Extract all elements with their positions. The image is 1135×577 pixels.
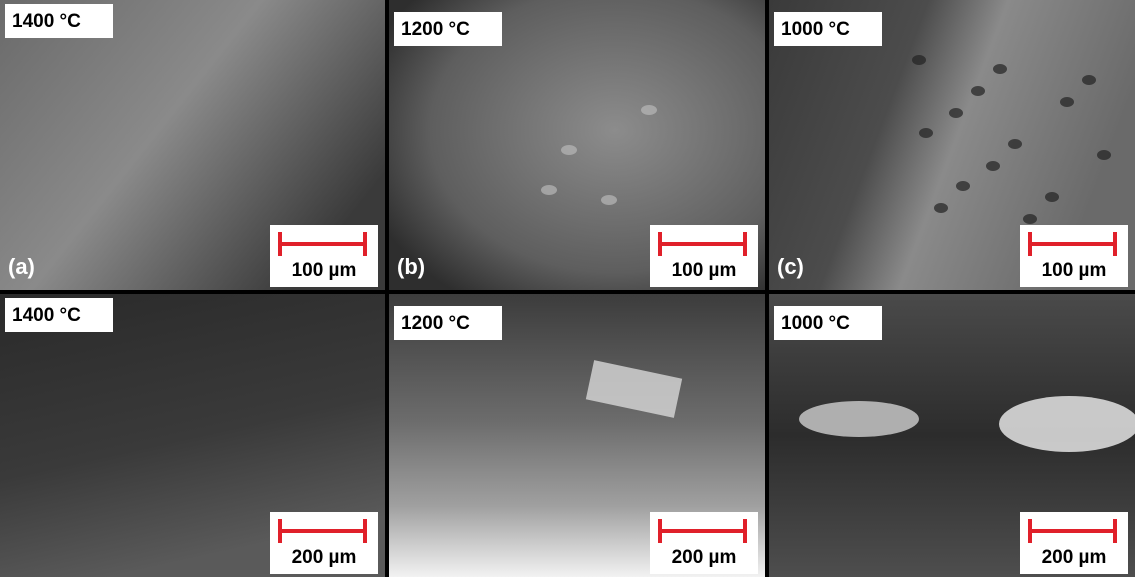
pore	[986, 161, 1000, 171]
bright-feature	[799, 401, 919, 437]
temperature-label: 1000 °C	[781, 19, 850, 40]
temperature-label: 1400 °C	[12, 305, 81, 326]
scale-bar-label: 100 µm	[292, 260, 357, 281]
pore	[971, 86, 985, 96]
pore	[1097, 150, 1111, 160]
pore	[912, 55, 926, 65]
panel-letter: (b)	[397, 254, 425, 279]
micrograph-panel: 1400 °C (a) 100 µm	[0, 0, 385, 290]
bright-feature	[999, 396, 1135, 452]
scale-bar-label: 200 µm	[292, 547, 357, 568]
pore	[1045, 192, 1059, 202]
pore	[1008, 139, 1022, 149]
pore	[919, 128, 933, 138]
micrograph-panel: 1000 °C 200 µm	[769, 294, 1135, 577]
micrograph-panel: 1000 °C (c) 100 µm	[769, 0, 1135, 290]
scale-bar-label: 200 µm	[672, 547, 737, 568]
pore	[1082, 75, 1096, 85]
bright-feature	[641, 105, 657, 115]
scale-bar-label: 100 µm	[672, 260, 737, 281]
scale-bar-label: 100 µm	[1042, 260, 1107, 281]
pore	[949, 108, 963, 118]
pore	[934, 203, 948, 213]
temperature-label: 1400 °C	[12, 11, 81, 32]
temperature-label: 1000 °C	[781, 313, 850, 334]
scale-bar-label: 200 µm	[1042, 547, 1107, 568]
panel-letter: (c)	[777, 254, 804, 279]
bright-feature	[601, 195, 617, 205]
panel-letter: (a)	[8, 254, 35, 279]
pore	[1023, 214, 1037, 224]
temperature-label: 1200 °C	[401, 19, 470, 40]
micrograph-panel: 1200 °C 200 µm	[389, 294, 765, 577]
temperature-label: 1200 °C	[401, 313, 470, 334]
pore	[993, 64, 1007, 74]
pore	[956, 181, 970, 191]
bright-feature	[561, 145, 577, 155]
bright-feature	[541, 185, 557, 195]
figure: 1400 °C (a) 100 µm 1200 °C (b) 100 µm 1000 °C (…	[0, 0, 1135, 577]
micrograph-panel: 1200 °C (b) 100 µm	[389, 0, 765, 290]
pore	[1060, 97, 1074, 107]
micrograph-panel: 1400 °C 200 µm	[0, 294, 385, 577]
